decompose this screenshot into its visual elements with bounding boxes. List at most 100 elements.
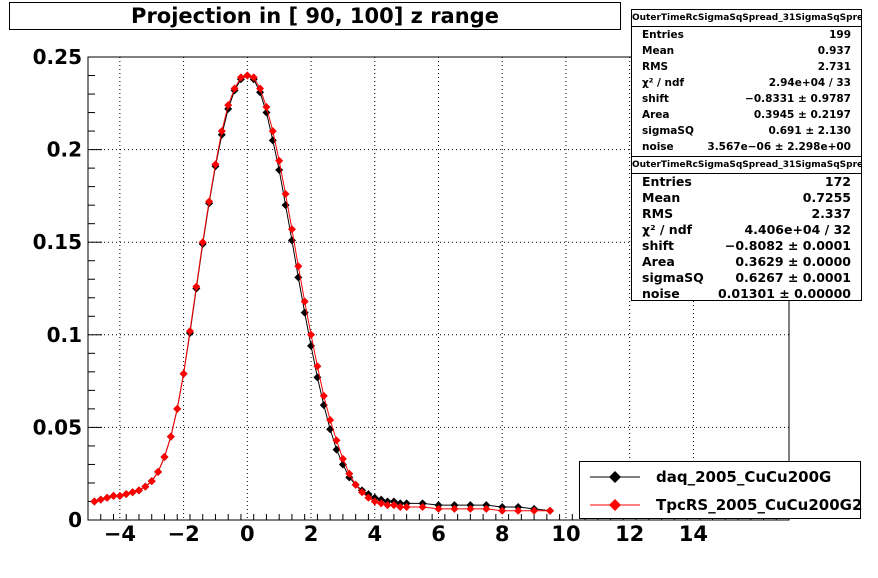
stats-row-mean: Mean 0.937 [642,45,851,57]
data-point [281,190,290,199]
stats-box-header: OuterTimeRcSigmaSqSpread_31SigmaSqSpread [632,157,861,174]
data-point [434,504,443,513]
x-tick-label: 0 [240,522,255,546]
stats-row-rms: RMS 2.731 [642,61,851,73]
data-point [466,504,475,513]
data-point [154,467,163,476]
stats-row-mean: Mean 0.7255 [642,190,851,205]
data-point [514,506,523,515]
stats-row-shift: shift −0.8331 ± 0.9787 [642,93,851,105]
data-point [90,497,99,506]
data-point [224,101,233,110]
stats-row-shift: shift −0.8082 ± 0.0001 [642,238,851,253]
y-tick-label: 0.15 [33,230,82,254]
data-point [402,503,411,512]
legend-entry-tpcrs: TpcRS_2005_CuCu200G2 [590,492,862,518]
data-point [185,327,194,336]
x-tick-label: −2 [167,522,199,546]
data-point [217,127,226,136]
data-point [383,501,392,510]
data-point [198,238,207,247]
data-point [396,503,405,512]
data-point [530,506,539,515]
data-point [236,73,245,82]
data-point [166,432,175,441]
y-tick-label: 0.05 [33,415,82,439]
x-tick-label: 12 [615,522,644,546]
x-tick-label: 14 [679,522,708,546]
stats-row-noise: noise 3.567e−06 ± 2.298e+00 [642,141,851,153]
y-tick-label: 0 [68,508,82,532]
legend-marker-tpcrs [590,499,640,511]
data-point [345,469,354,478]
data-point [300,297,309,306]
series-layer [90,71,555,515]
stats-row-entries: Entries 199 [642,29,851,41]
data-point [482,504,491,513]
data-point [160,453,169,462]
data-point [141,482,150,491]
data-point [370,497,379,506]
legend-label-daq: daq_2005_CuCu200G [656,468,832,486]
data-point [96,495,105,504]
y-tick-label: 0.1 [47,323,82,347]
stats-box-daq: OuterTimeRcSigmaSqSpread_31SigmaSqSpread… [631,9,862,157]
data-point [275,156,284,165]
data-point [498,506,507,515]
series-tpcrs [90,71,555,515]
data-point [230,84,239,93]
data-point [268,127,277,136]
data-point [389,501,398,510]
stats-row-sigmasq: sigmaSQ 0.6267 ± 0.0001 [642,270,851,285]
data-point [332,436,341,445]
data-point [287,225,296,234]
data-point [256,84,265,93]
stats-row-area: Area 0.3945 ± 0.2197 [642,109,851,121]
y-tick-label: 0.2 [47,138,82,162]
data-point [319,391,328,400]
data-point [262,103,271,112]
data-point [173,404,182,413]
data-point [243,71,252,80]
data-point [211,160,220,169]
legend-label-tpcrs: TpcRS_2005_CuCu200G2 [656,496,863,514]
stats-row-rms: RMS 2.337 [642,206,851,221]
x-tick-label: 6 [431,522,446,546]
x-tick-label: 10 [551,522,580,546]
x-tick-label: 2 [304,522,319,546]
legend-entry-daq: daq_2005_CuCu200G [590,464,831,490]
data-point [351,480,360,489]
data-point [377,499,386,508]
data-point [128,488,137,497]
data-point [179,369,188,378]
data-point [103,493,112,502]
legend-marker-daq [590,471,640,483]
stats-row-entries: Entries 172 [642,174,851,189]
data-point [364,493,373,502]
data-point [338,454,347,463]
x-tick-label: −4 [104,522,136,546]
x-tick-label: 4 [367,522,382,546]
data-point [115,491,124,500]
data-point [205,197,214,206]
y-tick-label: 0.25 [33,45,82,69]
x-tick-label: 8 [495,522,510,546]
chart-title: Projection in [ 90, 100] z range [9,2,621,30]
data-point [294,262,303,271]
data-point [313,362,322,371]
data-point [546,506,555,515]
stats-row-sigmasq: sigmaSQ 0.691 ± 2.130 [642,125,851,137]
stats-row-chi2: χ² / ndf 2.94e+04 / 33 [642,77,851,89]
stats-row-area: Area 0.3629 ± 0.0000 [642,254,851,269]
data-point [122,490,131,499]
data-point [450,504,459,513]
legend: daq_2005_CuCu200G TpcRS_2005_CuCu200G2 [579,461,862,519]
axes: −4 −2 0 2 4 6 8 10 12 14 0 0.05 0.1 0.15 0.2 0.25 [33,45,790,546]
stats-row-noise: noise 0.01301 ± 0.00000 [642,286,851,301]
data-point [192,282,201,291]
data-point [358,488,367,497]
data-point [109,491,118,500]
data-point [147,477,156,486]
data-point [134,486,143,495]
stats-box-tpcrs: OuterTimeRcSigmaSqSpread_31SigmaSqSpread… [631,156,862,301]
